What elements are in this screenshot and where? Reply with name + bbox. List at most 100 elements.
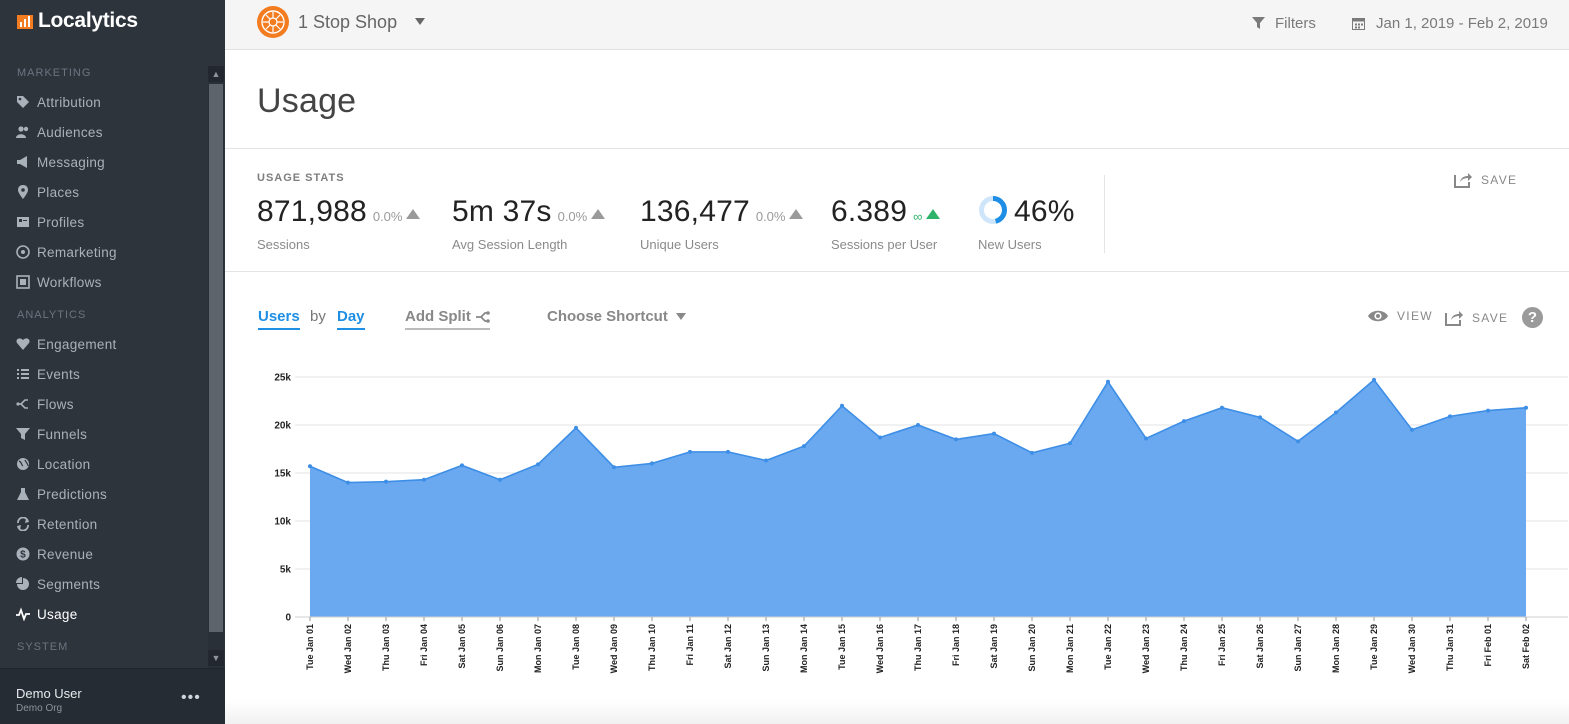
more-options-icon[interactable]: ••• — [181, 689, 201, 706]
page-title: Usage — [257, 82, 357, 120]
sidebar-scrollbar-thumb[interactable] — [209, 84, 223, 632]
split-icon — [475, 310, 490, 323]
help-icon[interactable]: ? — [1522, 307, 1543, 328]
sidebar-item-profiles[interactable]: Profiles — [0, 207, 208, 237]
sidebar-item-retention[interactable]: Retention — [0, 509, 208, 539]
localytics-logo[interactable]: Localytics — [17, 9, 138, 33]
x-tick-label: Sat Jan 19 — [989, 624, 999, 669]
x-tick-label: Thu Jan 10 — [647, 624, 657, 671]
sidebar-item-remarketing[interactable]: Remarketing — [0, 237, 208, 267]
localytics-logo-icon — [17, 13, 33, 29]
data-point — [840, 403, 844, 408]
pin-icon — [16, 185, 30, 199]
x-tick-label: Fri Jan 18 — [951, 624, 961, 666]
stat-label: Sessions — [257, 237, 310, 252]
period-selector[interactable]: Day — [337, 308, 365, 330]
sidebar-item-places[interactable]: Places — [0, 177, 208, 207]
x-tick-label: Mon Jan 28 — [1331, 624, 1341, 673]
sidebar-item-label: Attribution — [37, 94, 102, 110]
sidebar-item-label: Events — [37, 366, 81, 382]
x-tick-label: Wed Jan 23 — [1141, 624, 1151, 673]
sidebar-item-label: Audiences — [37, 124, 103, 140]
y-tick-label: 25k — [274, 373, 291, 384]
stat-label: Unique Users — [640, 237, 719, 252]
sidebar-item-workflows[interactable]: Workflows — [0, 267, 208, 297]
share-icon — [1445, 311, 1463, 326]
scroll-down-arrow-icon[interactable]: ▼ — [208, 650, 224, 666]
user-menu[interactable]: Demo User Demo Org ••• — [0, 668, 225, 724]
divider — [1104, 175, 1105, 253]
data-point — [384, 479, 388, 484]
stat-change: 0.0% — [372, 209, 403, 224]
flows-icon — [16, 397, 30, 411]
x-tick-label: Sun Jan 27 — [1293, 624, 1303, 672]
sidebar-item-messaging[interactable]: Messaging — [0, 147, 208, 177]
chevron-down-icon[interactable] — [415, 18, 425, 25]
brand-name: Localytics — [38, 9, 138, 32]
app-icon[interactable] — [257, 6, 289, 38]
sidebar-item-audiences[interactable]: Audiences — [0, 117, 208, 147]
scroll-up-arrow-icon[interactable]: ▲ — [208, 66, 224, 82]
trend-up-icon — [789, 209, 804, 219]
data-point — [1068, 441, 1072, 446]
sidebar-item-label: Usage — [37, 606, 78, 622]
donut-ring-icon — [979, 196, 1007, 224]
x-tick-label: Thu Jan 31 — [1445, 624, 1455, 671]
trend-up-icon — [926, 209, 941, 219]
filters-button[interactable]: Filters — [1252, 15, 1316, 32]
sidebar-item-label: Workflows — [37, 274, 102, 290]
x-tick-label: Tue Jan 01 — [305, 624, 315, 670]
sidebar-item-funnels[interactable]: Funnels — [0, 419, 208, 449]
view-button[interactable]: VIEW — [1367, 309, 1433, 323]
add-split-button[interactable]: Add Split — [405, 308, 490, 330]
usage-area-chart: 0 5k 10k 15k 20k 25k Tue Jan 01 Wed Jan 02 Thu J… — [274, 373, 1568, 673]
sidebar-item-label: Places — [37, 184, 80, 200]
x-tick-label: Tue Jan 29 — [1369, 624, 1379, 670]
x-tick-label: Fri Jan 04 — [419, 624, 429, 666]
project-selector[interactable]: 1 Stop Shop — [298, 12, 398, 32]
stat-value: 6.389 — [831, 195, 908, 228]
trend-up-icon — [591, 209, 606, 219]
data-point — [726, 449, 730, 454]
sidebar-item-label: Flows — [37, 396, 74, 412]
user-name: Demo User — [16, 686, 82, 701]
nav-section-heading: ANALYTICS — [17, 309, 87, 321]
x-tick-label: Sat Jan 05 — [457, 624, 467, 669]
sidebar-item-live-monitor[interactable]: Live Monitor — [0, 661, 208, 668]
x-tick-label: Mon Jan 21 — [1065, 624, 1075, 673]
sidebar-item-predictions[interactable]: Predictions — [0, 479, 208, 509]
y-tick-label: 0 — [285, 613, 291, 624]
sidebar-item-attribution[interactable]: Attribution — [0, 87, 208, 117]
save-chart-button[interactable]: SAVE — [1445, 309, 1508, 326]
sidebar-item-engagement[interactable]: Engagement — [0, 329, 208, 359]
data-point — [1106, 379, 1110, 384]
y-tick-label: 5k — [280, 565, 292, 576]
sidebar-item-flows[interactable]: Flows — [0, 389, 208, 419]
data-point — [916, 423, 920, 427]
choose-shortcut-dropdown[interactable]: Choose Shortcut — [547, 308, 686, 325]
sidebar-item-label: Engagement — [37, 336, 117, 352]
stat-new-users: 46% New Users — [978, 195, 1075, 252]
users-area — [310, 379, 1526, 617]
stat-label: Avg Session Length — [452, 237, 568, 252]
workflow-icon — [16, 275, 30, 289]
sidebar-item-revenue[interactable]: $ Revenue — [0, 539, 208, 569]
sidebar-item-location[interactable]: Location — [0, 449, 208, 479]
profile-card-icon — [16, 215, 30, 229]
chevron-down-icon — [675, 313, 686, 320]
metric-selector[interactable]: Users — [258, 308, 300, 330]
sidebar-item-usage[interactable]: Usage — [0, 599, 208, 629]
sidebar-item-events[interactable]: Events — [0, 359, 208, 389]
date-range-label: Jan 1, 2019 - Feb 2, 2019 — [1376, 15, 1548, 32]
sidebar-item-segments[interactable]: Segments — [0, 569, 208, 599]
view-label: VIEW — [1397, 309, 1433, 323]
save-stats-button[interactable]: SAVE — [1454, 171, 1517, 188]
funnel-icon — [16, 427, 30, 441]
usage-stats-heading: USAGE STATS — [257, 172, 345, 184]
stat-value: 136,477 — [640, 195, 750, 228]
x-tick-label: Sun Jan 20 — [1027, 624, 1037, 672]
x-tick-label: Thu Jan 17 — [913, 624, 923, 671]
date-range-picker[interactable]: Jan 1, 2019 - Feb 2, 2019 — [1352, 15, 1548, 32]
pulse-icon — [16, 607, 30, 621]
data-point — [992, 431, 996, 436]
